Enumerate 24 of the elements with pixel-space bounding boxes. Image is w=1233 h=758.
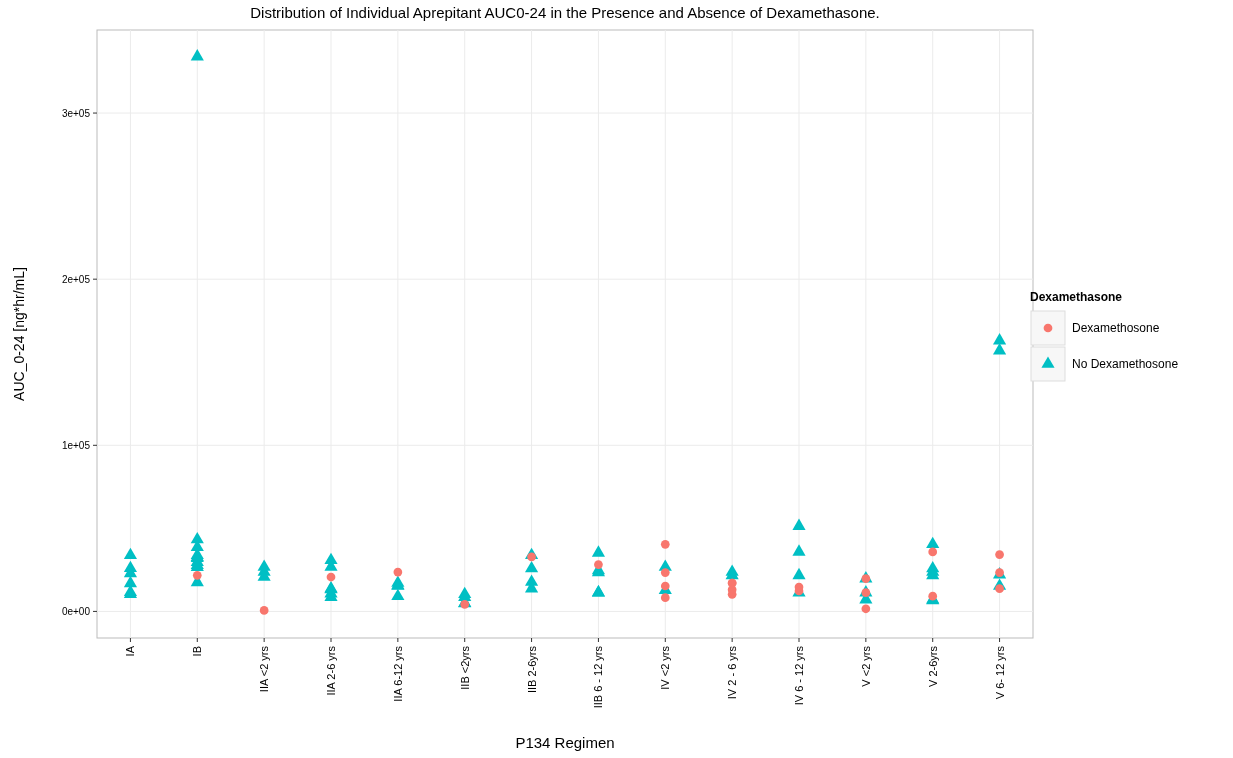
legend-title: Dexamethasone bbox=[1030, 290, 1123, 304]
x-axis-title: P134 Regimen bbox=[515, 734, 615, 751]
x-tick-label: IV 6 - 12 yrs bbox=[793, 645, 805, 706]
y-axis-title: AUC_0-24 [ng*hr/mL] bbox=[11, 267, 27, 401]
y-tick-label: 3e+05 bbox=[61, 107, 91, 119]
chart-title: Distribution of Individual Aprepitant AUC0-24 in the Presence and Absence of Dexamethasone. bbox=[250, 4, 880, 21]
legend-label: No Dexamethosone bbox=[1072, 357, 1179, 372]
y-tick-label: 1e+05 bbox=[61, 439, 91, 451]
x-tick-label: IIB <2yrs bbox=[458, 645, 471, 690]
x-tick-label: IV 2 - 6 yrs bbox=[726, 645, 739, 700]
x-tick-label: V 2-6yrs bbox=[926, 645, 939, 687]
y-tick-label: 0e+00 bbox=[61, 605, 91, 617]
x-tick-label: V 6- 12 yrs bbox=[993, 645, 1006, 700]
x-tick-label: IIA 2-6 yrs bbox=[325, 645, 337, 696]
x-tick-label: V <2 yrs bbox=[859, 645, 872, 687]
x-tick-label: IIB 2-6yrs bbox=[525, 645, 538, 694]
x-tick-label: IV <2 yrs bbox=[659, 645, 672, 690]
x-tick-label: IIA 6-12 yrs bbox=[391, 645, 404, 702]
x-tick-label: IA bbox=[124, 645, 137, 657]
x-tick-label: IIA <2 yrs bbox=[258, 645, 271, 693]
x-tick-label: IB bbox=[191, 646, 204, 657]
legend-label: Dexamethosone bbox=[1072, 321, 1160, 336]
x-tick-label: IIB 6 - 12 yrs bbox=[592, 645, 605, 709]
y-tick-label: 2e+05 bbox=[61, 273, 91, 285]
